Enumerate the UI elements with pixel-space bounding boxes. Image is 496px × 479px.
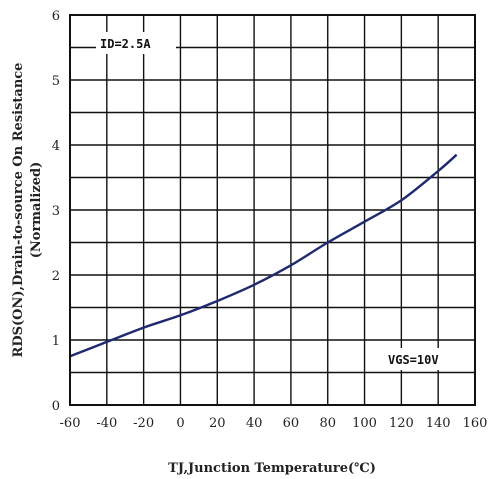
y-axis-label-line2: (Normalized)	[29, 162, 44, 259]
grid	[69, 14, 476, 406]
x-tick-label: -40	[96, 416, 117, 431]
series-line-rdson	[69, 153, 458, 358]
annotation-id: ID=2.5A	[96, 32, 176, 54]
y-tick-label: 3	[52, 204, 60, 219]
y-tick-label: 4	[52, 139, 60, 154]
x-tick-label: -20	[133, 416, 154, 431]
plot-frame	[69, 14, 476, 406]
x-tick-label: 40	[246, 416, 263, 431]
x-tick-label: 80	[319, 416, 336, 431]
y-tick-label: 0	[52, 399, 60, 414]
annotation-vgs: VGS=10V	[383, 348, 461, 370]
x-tick-label: 20	[209, 416, 226, 431]
annotation-drain-current: ID=2.5A	[100, 37, 151, 51]
annotation-gate-voltage: VGS=10V	[388, 353, 439, 367]
x-tick-label: 60	[283, 416, 300, 431]
x-tick-label: -60	[60, 416, 81, 431]
y-axis-label-line1: RDS(ON),Drain-to-source On Resistance	[11, 63, 26, 358]
y-tick-label: 6	[52, 9, 60, 24]
x-tick-label: 160	[463, 416, 488, 431]
x-tick-label: 100	[352, 416, 377, 431]
y-tick-label: 2	[52, 269, 60, 284]
x-tick-label: 120	[389, 416, 414, 431]
y-tick-label: 1	[52, 334, 60, 349]
x-tick-label: 0	[176, 416, 184, 431]
x-tick-label: 140	[426, 416, 451, 431]
tick-labels: -60 -40 -20 0 20 40 60 80 100 120 140 160 0 1 2 3 4 5 6	[52, 9, 488, 431]
data-series	[69, 153, 458, 358]
y-tick-label: 5	[52, 74, 60, 89]
x-axis-label: TJ,Junction Temperature(℃)	[168, 461, 376, 476]
